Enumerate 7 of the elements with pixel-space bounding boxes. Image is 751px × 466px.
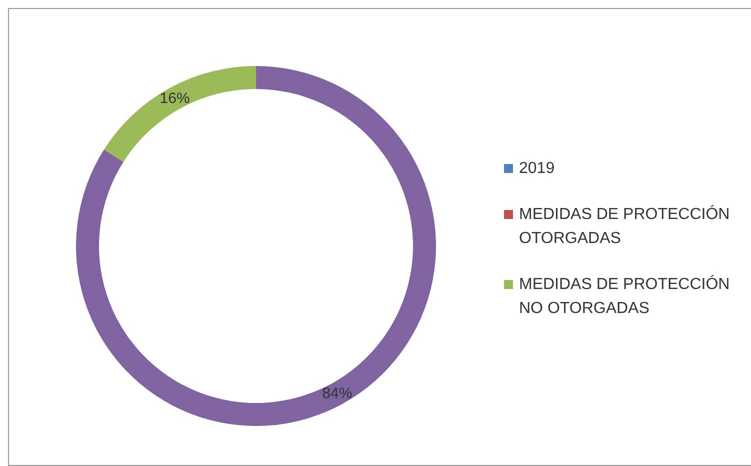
donut-slice [76,66,436,426]
data-label: 84% [322,385,352,402]
data-label: 16% [160,90,190,107]
legend-label: MEDIDAS DE PROTECCIÓN OTORGADAS [519,204,731,249]
legend-label: MEDIDAS DE PROTECCIÓN NO OTORGADAS [519,274,731,319]
legend-label: 2019 [519,159,555,179]
donut-slice [104,66,256,162]
